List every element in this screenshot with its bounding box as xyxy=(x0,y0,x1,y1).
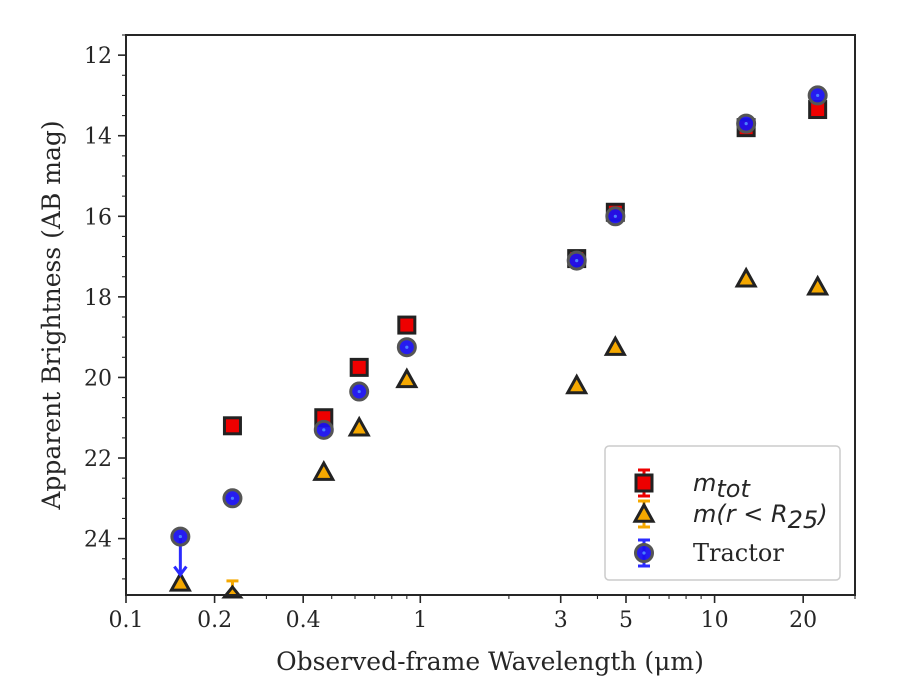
data-point xyxy=(168,570,192,592)
data-point xyxy=(603,335,627,356)
y-tick-label: 18 xyxy=(84,286,112,311)
data-point-center xyxy=(230,496,235,500)
x-tick-label: 20 xyxy=(789,608,817,633)
legend-entry-2: Tractor xyxy=(634,538,784,568)
data-point xyxy=(736,113,757,134)
legend-marker xyxy=(634,473,654,493)
x-tick-label: 0.2 xyxy=(197,608,232,633)
y-tick-label: 12 xyxy=(84,44,112,69)
data-point-center xyxy=(744,122,748,126)
data-point xyxy=(312,460,336,481)
legend-entry-1: m(r < R25) xyxy=(632,499,828,534)
data-point xyxy=(807,85,828,106)
data-point xyxy=(734,266,758,288)
data-point xyxy=(349,357,369,377)
y-tick-label: 24 xyxy=(84,528,112,553)
y-axis-label: Apparent Brightness (AB mag) xyxy=(37,120,66,510)
x-tick-label: 1 xyxy=(413,608,427,633)
data-point-center xyxy=(613,214,617,218)
plot-frame xyxy=(125,34,856,596)
data-marks xyxy=(168,85,830,599)
data-point xyxy=(397,315,417,335)
x-tick-label: 3 xyxy=(554,608,568,633)
legend-marker-center xyxy=(642,551,646,555)
legend-marker xyxy=(634,543,654,563)
data-point xyxy=(605,206,626,227)
y-tick-label: 20 xyxy=(84,366,112,391)
series-1 xyxy=(168,266,830,599)
y-tick-label: 14 xyxy=(84,125,112,150)
data-point xyxy=(566,250,587,271)
data-point xyxy=(565,373,589,395)
data-point-center xyxy=(405,345,409,349)
data-point xyxy=(396,337,417,358)
data-point xyxy=(222,416,242,436)
data-point-center xyxy=(575,259,579,263)
data-point xyxy=(313,419,334,440)
data-point-center xyxy=(322,428,326,432)
limit-arrow-head xyxy=(173,565,188,578)
y-tick-label: 16 xyxy=(84,205,112,230)
legend-marker xyxy=(632,501,656,523)
data-point-center xyxy=(178,534,182,539)
y-tick-label: 22 xyxy=(84,447,112,472)
legend-entry-0: mtot xyxy=(634,468,751,503)
legend-box xyxy=(604,445,841,581)
data-point-center xyxy=(816,93,820,98)
x-tick-label: 0.4 xyxy=(286,608,321,633)
data-point-center xyxy=(357,389,361,394)
data-point xyxy=(806,274,830,296)
x-tick-label: 0.1 xyxy=(109,608,144,633)
x-axis-label: Observed-frame Wavelength (μm) xyxy=(276,647,704,676)
data-point xyxy=(395,367,419,389)
data-point xyxy=(347,415,371,437)
data-point xyxy=(349,381,370,402)
data-point xyxy=(222,488,243,509)
legend-label: mtot xyxy=(693,469,751,503)
x-tick-label: 5 xyxy=(619,608,633,633)
series-2 xyxy=(170,85,828,578)
x-tick-label: 10 xyxy=(701,608,729,633)
legend-label: m(r < R25) xyxy=(693,500,828,534)
data-point xyxy=(170,526,191,547)
legend-label: Tractor xyxy=(693,539,784,567)
